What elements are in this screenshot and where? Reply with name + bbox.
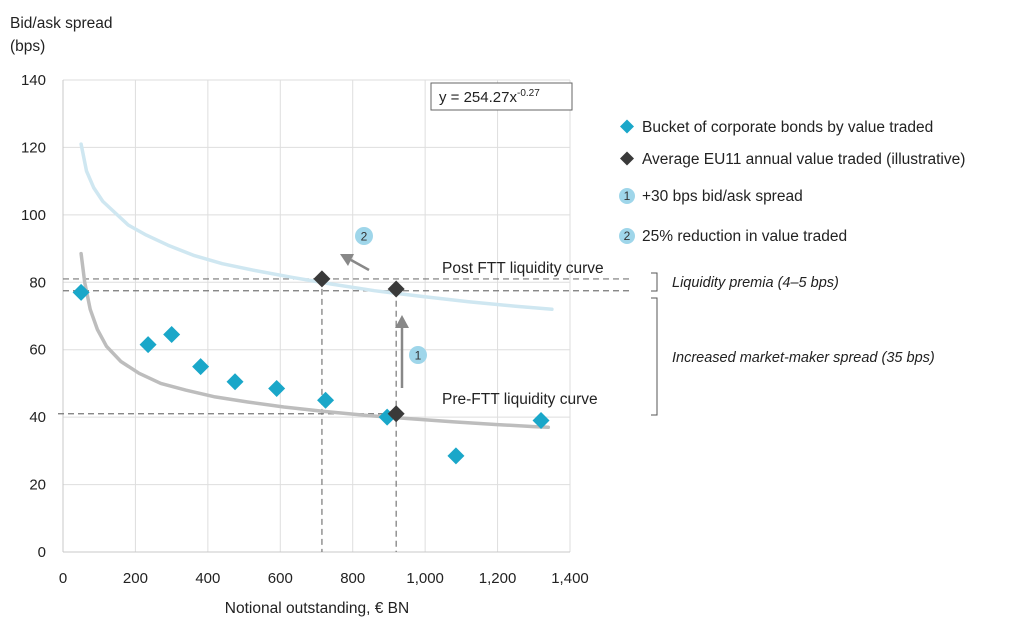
legend-step-2-badge: [619, 228, 635, 244]
legend-marker-buckets: [620, 119, 634, 134]
y-axis-title-line1: Bid/ask spread: [10, 15, 113, 32]
bucket-point: [226, 373, 244, 391]
trendline-equation: y = 254.27x-0.27: [430, 82, 573, 111]
legend-label-buckets: Bucket of corporate bonds by value trade…: [642, 119, 933, 136]
y-tick-label: 100: [21, 207, 46, 224]
step-1-arrow: [395, 315, 409, 388]
x-tick-label: 400: [195, 570, 220, 587]
step-1-badge: 1: [409, 346, 427, 364]
legend-item-eu11: Average EU11 annual value traded (illust…: [620, 151, 965, 168]
step-1-badge-circle: [409, 346, 427, 364]
legend-step-1-badge: [619, 188, 635, 204]
x-tick-label: 1,200: [479, 570, 517, 587]
legend-step-2-label: 25% reduction in value traded: [642, 228, 847, 245]
bucket-point: [163, 326, 181, 344]
y-tick-label: 60: [29, 342, 46, 359]
eu11-point: [387, 405, 405, 423]
legend-label-eu11: Average EU11 annual value traded (illust…: [642, 151, 965, 168]
x-tick-label: 200: [123, 570, 148, 587]
market-maker-spread-bracket: [651, 297, 658, 416]
legend-step-1-number: 1: [624, 189, 631, 203]
x-tick-label: 1,400: [551, 570, 589, 587]
legend-step-2-number: 2: [624, 229, 631, 243]
liquidity-premia-label: Liquidity premia (4–5 bps): [672, 275, 839, 291]
step-2-badge-circle: [355, 227, 373, 245]
post-ftt-curve: [79, 142, 554, 312]
market-maker-spread-label: Increased market-maker spread (35 bps): [672, 350, 935, 366]
liquidity-premia-bracket: [651, 272, 658, 292]
equation-exponent: -0.27: [517, 88, 540, 99]
step-2-badge-number: 2: [361, 230, 368, 244]
y-tick-label: 140: [21, 72, 46, 89]
curves: [79, 142, 554, 430]
bucket-point: [447, 447, 465, 465]
step-2-arrow: [340, 254, 370, 272]
bucket-point: [139, 336, 157, 354]
equation-prefix: y = 254.27x: [439, 89, 517, 106]
y-axis-title-line2: (bps): [10, 38, 45, 55]
pre-ftt-curve: [79, 251, 551, 430]
grid: [63, 79, 571, 552]
eu11-point: [387, 280, 405, 298]
x-tick-label: 800: [340, 570, 365, 587]
step-1-badge-number: 1: [415, 349, 422, 363]
y-tick-label: 120: [21, 139, 46, 156]
bucket-point: [192, 358, 210, 376]
y-tick-label: 40: [29, 409, 46, 426]
axes: 0 200 400 600 800 1,000 1,200 1,400 0 20 40 60 80 100…: [21, 72, 589, 587]
bucket-point: [317, 391, 335, 409]
equation-box: [430, 82, 573, 111]
legend: Bucket of corporate bonds by value trade…: [619, 119, 965, 245]
bucket-point: [532, 412, 550, 430]
data-points: [72, 270, 550, 465]
x-tick-label: 0: [59, 570, 67, 587]
x-axis-title: Notional outstanding, € BN: [225, 600, 409, 617]
post-ftt-curve-label: Post FTT liquidity curve: [442, 260, 604, 277]
legend-item-step-2: 2 25% reduction in value traded: [619, 228, 847, 245]
bucket-point: [268, 379, 286, 397]
pre-ftt-curve-label: Pre-FTT liquidity curve: [442, 391, 598, 408]
eu11-point: [313, 270, 331, 288]
x-tick-label: 600: [268, 570, 293, 587]
legend-item-buckets: Bucket of corporate bonds by value trade…: [620, 119, 933, 136]
x-tick-label: 1,000: [406, 570, 444, 587]
legend-marker-eu11: [620, 151, 634, 166]
y-tick-label: 80: [29, 274, 46, 291]
equation-text: y = 254.27x-0.27: [439, 88, 540, 106]
step-2-badge: 2: [355, 227, 373, 245]
y-tick-label: 20: [29, 477, 46, 494]
y-tick-label: 0: [38, 544, 46, 561]
legend-step-1-label: +30 bps bid/ask spread: [642, 188, 803, 205]
legend-item-step-1: 1 +30 bps bid/ask spread: [619, 188, 803, 205]
bucket-point: [72, 283, 90, 301]
